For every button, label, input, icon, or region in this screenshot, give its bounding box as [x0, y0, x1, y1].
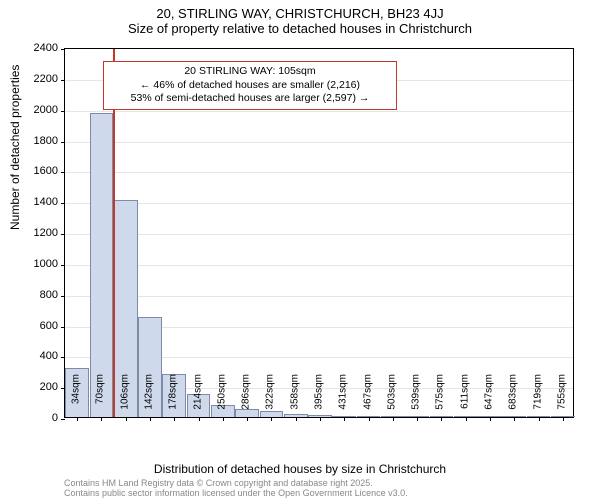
- gridline: [65, 172, 573, 173]
- footer-line-1: Contains HM Land Registry data © Crown c…: [64, 478, 408, 488]
- xtick-mark: [539, 417, 540, 421]
- xtick-mark: [490, 417, 491, 421]
- xtick-mark: [563, 417, 564, 421]
- ytick-mark: [61, 142, 65, 143]
- xtick-mark: [466, 417, 467, 421]
- gridline: [65, 142, 573, 143]
- xtick-mark: [393, 417, 394, 421]
- footer-line-2: Contains public sector information licen…: [64, 488, 408, 498]
- xtick-mark: [441, 417, 442, 421]
- xtick-mark: [77, 417, 78, 421]
- xtick-label: 575sqm: [435, 374, 446, 410]
- xtick-label: 70sqm: [95, 374, 106, 404]
- xtick-label: 142sqm: [144, 374, 155, 410]
- ytick-mark: [61, 357, 65, 358]
- gridline: [65, 265, 573, 266]
- ytick-label: 1800: [18, 135, 58, 147]
- ytick-label: 1200: [18, 227, 58, 239]
- xtick-mark: [296, 417, 297, 421]
- ytick-mark: [61, 327, 65, 328]
- ytick-mark: [61, 49, 65, 50]
- ytick-label: 2200: [18, 73, 58, 85]
- xtick-mark: [514, 417, 515, 421]
- gridline: [65, 111, 573, 112]
- ytick-label: 0: [18, 412, 58, 424]
- ytick-label: 1400: [18, 196, 58, 208]
- bar: [235, 409, 259, 417]
- xtick-mark: [344, 417, 345, 421]
- annotation-box: 20 STIRLING WAY: 105sqm← 46% of detached…: [103, 61, 397, 110]
- plot-wrap: 20 STIRLING WAY: 105sqm← 46% of detached…: [64, 48, 574, 418]
- gridline: [65, 296, 573, 297]
- xtick-label: 431sqm: [338, 374, 349, 410]
- xtick-label: 322sqm: [265, 374, 276, 410]
- annotation-line-3: 53% of semi-detached houses are larger (…: [112, 92, 388, 106]
- ytick-mark: [61, 203, 65, 204]
- xtick-mark: [199, 417, 200, 421]
- ytick-label: 600: [18, 320, 58, 332]
- xtick-mark: [174, 417, 175, 421]
- annotation-line-2: ← 46% of detached houses are smaller (2,…: [112, 79, 388, 93]
- xtick-mark: [126, 417, 127, 421]
- ytick-mark: [61, 172, 65, 173]
- ytick-label: 800: [18, 289, 58, 301]
- xtick-mark: [320, 417, 321, 421]
- xtick-label: 611sqm: [459, 374, 470, 409]
- xtick-mark: [150, 417, 151, 421]
- plot-area: 20 STIRLING WAY: 105sqm← 46% of detached…: [64, 48, 574, 418]
- xtick-label: 178sqm: [168, 374, 179, 410]
- xtick-label: 286sqm: [241, 374, 252, 410]
- footer: Contains HM Land Registry data © Crown c…: [64, 478, 408, 499]
- chart-container: 20, STIRLING WAY, CHRISTCHURCH, BH23 4JJ…: [0, 0, 600, 500]
- ytick-label: 200: [18, 381, 58, 393]
- title-line-1: 20, STIRLING WAY, CHRISTCHURCH, BH23 4JJ: [0, 6, 600, 21]
- annotation-line-1: 20 STIRLING WAY: 105sqm: [112, 65, 388, 79]
- title-block: 20, STIRLING WAY, CHRISTCHURCH, BH23 4JJ…: [0, 0, 600, 36]
- xtick-label: 467sqm: [362, 374, 373, 410]
- gridline: [65, 203, 573, 204]
- xtick-label: 683sqm: [508, 374, 519, 410]
- ytick-label: 2000: [18, 104, 58, 116]
- gridline: [65, 234, 573, 235]
- xtick-label: 358sqm: [289, 374, 300, 410]
- ytick-label: 1000: [18, 258, 58, 270]
- xtick-label: 250sqm: [216, 374, 227, 410]
- title-line-2: Size of property relative to detached ho…: [0, 21, 600, 36]
- ytick-mark: [61, 265, 65, 266]
- xtick-mark: [271, 417, 272, 421]
- ytick-mark: [61, 80, 65, 81]
- bar: [90, 113, 114, 417]
- xtick-mark: [369, 417, 370, 421]
- ytick-mark: [61, 419, 65, 420]
- xtick-label: 395sqm: [314, 374, 325, 410]
- ytick-mark: [61, 234, 65, 235]
- xtick-label: 106sqm: [119, 374, 130, 410]
- ytick-mark: [61, 296, 65, 297]
- xtick-label: 34sqm: [71, 374, 82, 404]
- xtick-mark: [417, 417, 418, 421]
- ytick-mark: [61, 111, 65, 112]
- xtick-mark: [101, 417, 102, 421]
- ytick-label: 400: [18, 350, 58, 362]
- xtick-label: 503sqm: [386, 374, 397, 410]
- xtick-label: 719sqm: [532, 374, 543, 410]
- xtick-label: 539sqm: [411, 374, 422, 410]
- xtick-mark: [247, 417, 248, 421]
- ytick-label: 2400: [18, 42, 58, 54]
- xtick-mark: [223, 417, 224, 421]
- xtick-label: 647sqm: [484, 374, 495, 410]
- xtick-label: 214sqm: [192, 374, 203, 410]
- xtick-label: 755sqm: [556, 374, 567, 410]
- x-axis-label: Distribution of detached houses by size …: [0, 462, 600, 476]
- ytick-label: 1600: [18, 165, 58, 177]
